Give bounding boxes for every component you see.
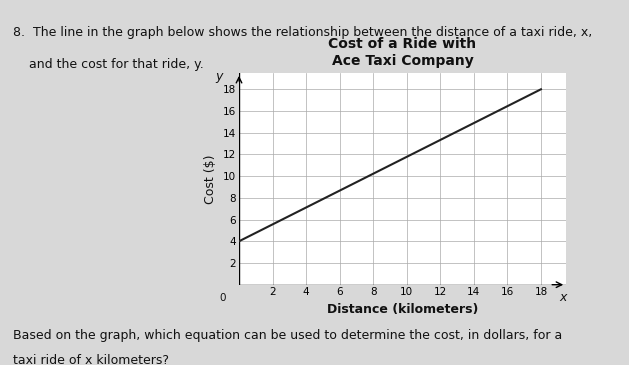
Text: y: y bbox=[215, 70, 223, 83]
Text: 8.  The line in the graph below shows the relationship between the distance of a: 8. The line in the graph below shows the… bbox=[13, 26, 592, 39]
Text: 0: 0 bbox=[219, 293, 226, 303]
Text: and the cost for that ride, y.: and the cost for that ride, y. bbox=[13, 58, 203, 72]
Text: x: x bbox=[559, 291, 567, 304]
Y-axis label: Cost ($): Cost ($) bbox=[204, 154, 218, 204]
X-axis label: Distance (kilometers): Distance (kilometers) bbox=[327, 303, 478, 316]
Title: Cost of a Ride with
Ace Taxi Company: Cost of a Ride with Ace Taxi Company bbox=[328, 38, 477, 68]
Text: taxi ride of x kilometers?: taxi ride of x kilometers? bbox=[13, 354, 169, 365]
Text: Based on the graph, which equation can be used to determine the cost, in dollars: Based on the graph, which equation can b… bbox=[13, 328, 562, 342]
